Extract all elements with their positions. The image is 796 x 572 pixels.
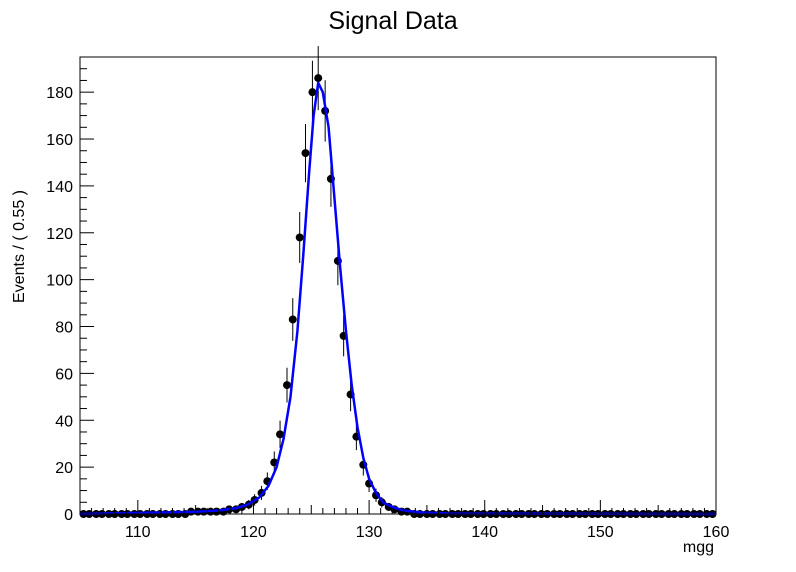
x-tick-label: 160 bbox=[703, 524, 730, 541]
x-tick-label: 140 bbox=[471, 524, 498, 541]
fit-curve bbox=[79, 81, 717, 516]
y-tick-label: 80 bbox=[55, 320, 73, 337]
data-point bbox=[295, 233, 304, 242]
x-tick-label: 130 bbox=[356, 524, 383, 541]
x-tick-label: 110 bbox=[125, 524, 151, 541]
y-tick-label: 100 bbox=[46, 273, 73, 290]
plot-marks bbox=[79, 46, 717, 518]
plot-frame bbox=[79, 56, 717, 515]
x-tick-label: 150 bbox=[587, 524, 614, 541]
x-axis: 110 120 130 140 150 160 bbox=[91, 500, 730, 541]
data-point bbox=[314, 74, 323, 83]
y-tick-label: 140 bbox=[46, 179, 73, 196]
y-tick-label: 0 bbox=[64, 507, 73, 524]
data-point bbox=[282, 381, 291, 390]
y-axis-title: Events / ( 0.55 ) bbox=[11, 190, 28, 303]
y-tick-label: 160 bbox=[46, 132, 73, 149]
data-point bbox=[308, 88, 317, 97]
y-axis: 0 20 40 60 80 100 120 140 160 180 bbox=[46, 68, 94, 524]
y-tick-label: 60 bbox=[55, 366, 73, 383]
x-tick-label: 120 bbox=[240, 524, 267, 541]
data-point bbox=[288, 315, 297, 324]
y-tick-label: 40 bbox=[55, 413, 73, 430]
data-point bbox=[301, 149, 310, 158]
x-axis-title: mgg bbox=[683, 539, 714, 556]
chart-title: Signal Data bbox=[328, 7, 457, 35]
data-point bbox=[276, 430, 285, 439]
y-tick-label: 180 bbox=[46, 85, 73, 102]
y-tick-label: 20 bbox=[55, 460, 73, 477]
y-tick-label: 120 bbox=[46, 226, 73, 243]
